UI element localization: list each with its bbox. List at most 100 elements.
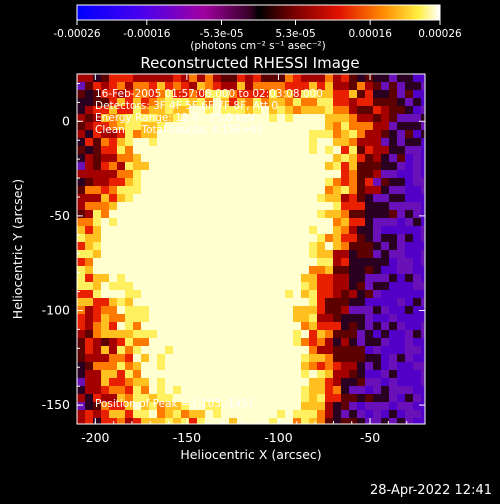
image-pixel	[269, 202, 277, 210]
image-pixel	[349, 154, 357, 162]
image-pixel	[349, 402, 357, 410]
image-pixel	[245, 106, 253, 114]
image-pixel	[341, 322, 349, 330]
image-pixel	[181, 394, 189, 402]
image-pixel	[285, 162, 293, 170]
image-pixel	[317, 290, 325, 298]
image-pixel	[293, 162, 301, 170]
image-pixel	[101, 146, 109, 154]
image-pixel	[157, 210, 165, 218]
image-pixel	[413, 138, 421, 146]
image-pixel	[341, 418, 349, 424]
image-pixel	[237, 218, 245, 226]
image-pixel	[165, 154, 173, 162]
image-pixel	[373, 194, 381, 202]
image-pixel	[301, 314, 309, 322]
image-pixel	[141, 394, 149, 402]
image-pixel	[189, 386, 197, 394]
image-pixel	[285, 98, 293, 106]
image-pixel	[221, 282, 229, 290]
image-pixel	[365, 306, 373, 314]
image-pixel	[293, 386, 301, 394]
image-pixel	[269, 154, 277, 162]
image-pixel	[285, 314, 293, 322]
image-pixel	[165, 322, 173, 330]
image-pixel	[221, 74, 229, 82]
image-pixel	[341, 74, 349, 82]
image-pixel	[77, 194, 85, 202]
image-pixel	[277, 218, 285, 226]
image-pixel	[125, 106, 133, 114]
plot-frame	[76, 73, 426, 425]
image-pixel	[133, 162, 141, 170]
image-pixel	[141, 162, 149, 170]
image-pixel	[325, 354, 333, 362]
image-pixel	[349, 114, 357, 122]
image-pixel	[325, 114, 333, 122]
image-pixel	[373, 322, 381, 330]
image-pixel	[109, 194, 117, 202]
image-pixel	[261, 234, 269, 242]
image-pixel	[189, 98, 197, 106]
image-pixel	[269, 362, 277, 370]
image-pixel	[117, 402, 125, 410]
image-pixel	[245, 122, 253, 130]
image-pixel	[173, 378, 181, 386]
image-pixel	[253, 98, 261, 106]
image-pixel	[149, 186, 157, 194]
image-pixel	[205, 362, 213, 370]
image-pixel	[261, 178, 269, 186]
image-pixel	[381, 210, 389, 218]
image-pixel	[381, 90, 389, 98]
image-pixel	[85, 378, 93, 386]
image-pixel	[285, 226, 293, 234]
image-pixel	[229, 258, 237, 266]
image-pixel	[373, 298, 381, 306]
image-pixel	[389, 242, 397, 250]
image-pixel	[85, 106, 93, 114]
image-pixel	[357, 98, 365, 106]
image-pixel	[421, 258, 425, 266]
image-pixel	[189, 314, 197, 322]
image-pixel	[109, 418, 117, 424]
image-pixel	[213, 82, 221, 90]
image-pixel	[133, 410, 141, 418]
image-pixel	[325, 274, 333, 282]
image-pixel	[109, 202, 117, 210]
image-pixel	[405, 362, 413, 370]
x-axis-label: Heliocentric X (arcsec)	[180, 447, 321, 462]
image-pixel	[181, 154, 189, 162]
image-pixel	[357, 266, 365, 274]
image-pixel	[181, 258, 189, 266]
image-pixel	[245, 274, 253, 282]
image-pixel	[277, 162, 285, 170]
x-tick-label: -150	[173, 430, 201, 445]
image-pixel	[381, 162, 389, 170]
image-pixel	[109, 90, 117, 98]
image-pixel	[221, 362, 229, 370]
image-pixel	[357, 242, 365, 250]
image-pixel	[181, 290, 189, 298]
image-pixel	[229, 242, 237, 250]
image-pixel	[237, 242, 245, 250]
image-pixel	[285, 354, 293, 362]
image-pixel	[221, 394, 229, 402]
image-pixel	[325, 394, 333, 402]
image-pixel	[213, 218, 221, 226]
image-pixel	[277, 122, 285, 130]
image-pixel	[253, 218, 261, 226]
image-pixel	[285, 282, 293, 290]
image-pixel	[245, 146, 253, 154]
image-pixel	[125, 362, 133, 370]
image-pixel	[405, 194, 413, 202]
image-pixel	[357, 106, 365, 114]
image-pixel	[301, 306, 309, 314]
image-pixel	[325, 346, 333, 354]
image-pixel	[301, 410, 309, 418]
image-pixel	[125, 322, 133, 330]
image-pixel	[181, 114, 189, 122]
image-pixel	[405, 410, 413, 418]
image-pixel	[269, 402, 277, 410]
image-pixel	[141, 242, 149, 250]
image-pixel	[325, 162, 333, 170]
